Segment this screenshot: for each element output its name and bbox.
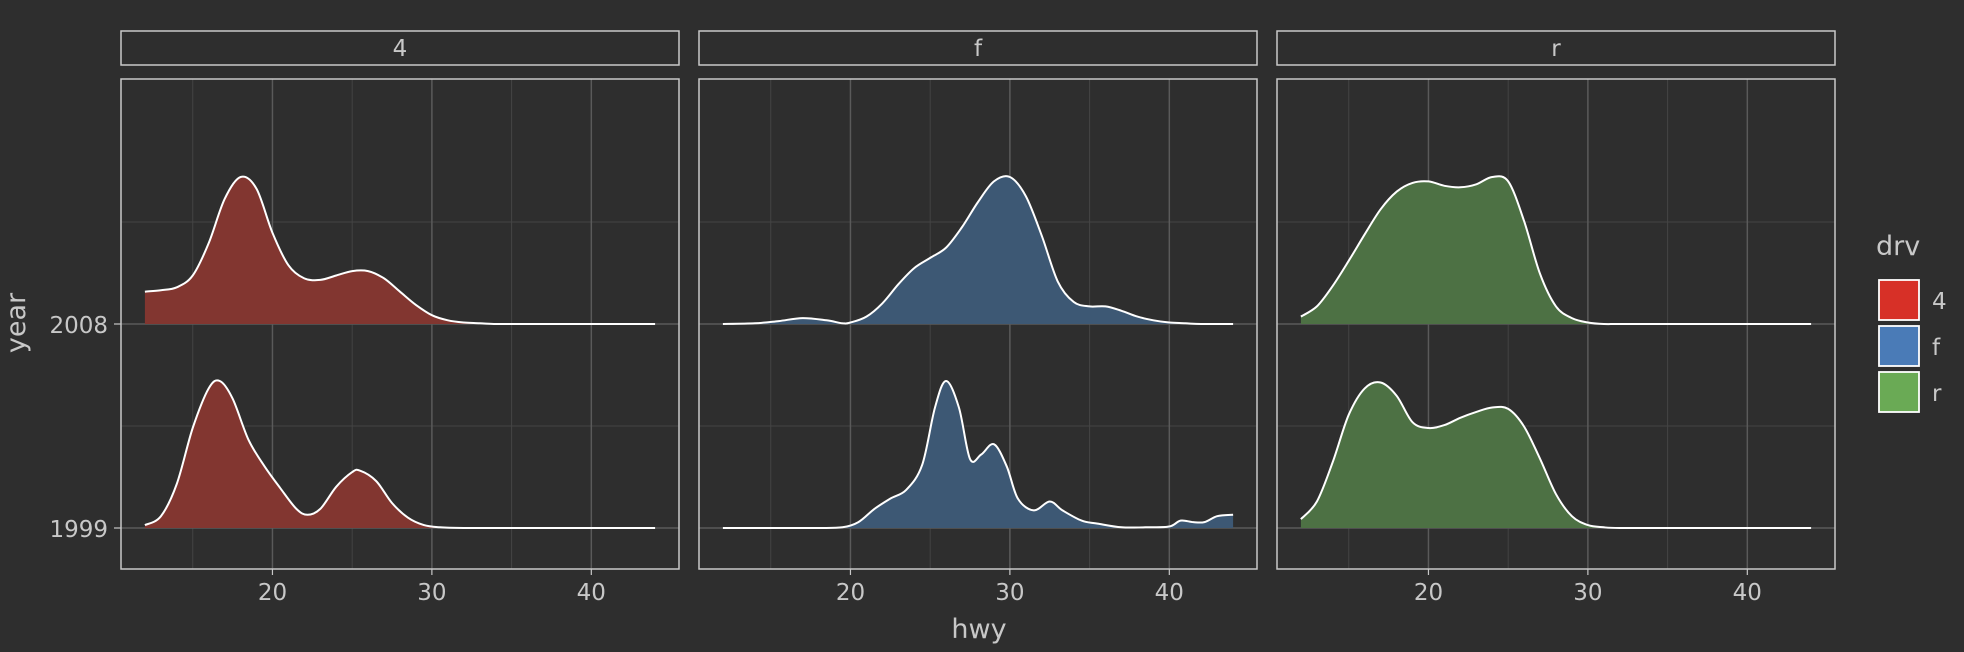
x-tick-label: 30: [1573, 580, 1602, 606]
ridge-line-f-2008: [722, 175, 1234, 326]
ridge-line-r-1999: [1300, 381, 1812, 530]
facet-panel-r: r 20 30 40: [1276, 30, 1836, 606]
ridge-area-r-2008: [1300, 176, 1812, 325]
facet-panels: 4 20 30 40 f 20 30 40 r 20 30 40 1999 2008: [49, 30, 1836, 606]
x-tick-label: 20: [1414, 580, 1443, 606]
ridge-area-4-2008: [144, 176, 656, 325]
y-axis-title: year: [1, 292, 32, 353]
legend-label-r: r: [1932, 381, 1942, 407]
ridge-line-4-1999: [144, 379, 656, 530]
legend-label-f: f: [1932, 335, 1941, 361]
x-tick-label: 30: [417, 580, 446, 606]
ridge-line-r-2008: [1300, 175, 1812, 326]
legend-key-f: [1878, 325, 1920, 367]
facet-panel-4: 4 20 30 40: [120, 30, 680, 606]
facet-strip: [120, 30, 680, 66]
legend-key-r: [1878, 371, 1920, 413]
ridge-area-4-1999: [144, 380, 656, 529]
legend: drv 4 fr: [1876, 231, 1947, 413]
ridge-line-f-1999: [722, 379, 1234, 530]
x-tick-label: 40: [1733, 580, 1762, 606]
x-tick-label: 40: [577, 580, 606, 606]
y-tick-label: 1999: [49, 517, 108, 543]
x-tick-label: 30: [995, 580, 1024, 606]
x-tick-label: 40: [1155, 580, 1184, 606]
ridge-area-f-2008: [722, 176, 1234, 325]
facet-strip-label: r: [1551, 36, 1561, 62]
x-tick-label: 20: [258, 580, 287, 606]
facet-panel-f: f 20 30 40: [698, 30, 1258, 606]
legend-key-4: [1878, 279, 1920, 321]
y-tick-label: 2008: [49, 313, 108, 339]
legend-label-4: 4: [1932, 289, 1947, 315]
x-tick-label: 20: [836, 580, 865, 606]
ridge-line-4-2008: [144, 175, 656, 326]
legend-title: drv: [1876, 231, 1920, 262]
ridge-area-f-1999: [722, 381, 1234, 529]
facet-strip: [698, 30, 1258, 66]
x-axis-title: hwy: [951, 614, 1006, 645]
panel-border: [698, 78, 1258, 570]
facet-strip-label: 4: [393, 36, 408, 62]
ridge-area-r-1999: [1300, 382, 1812, 529]
panel-border: [1276, 78, 1836, 570]
facet-strip: [1276, 30, 1836, 66]
facet-strip-label: f: [974, 36, 983, 62]
